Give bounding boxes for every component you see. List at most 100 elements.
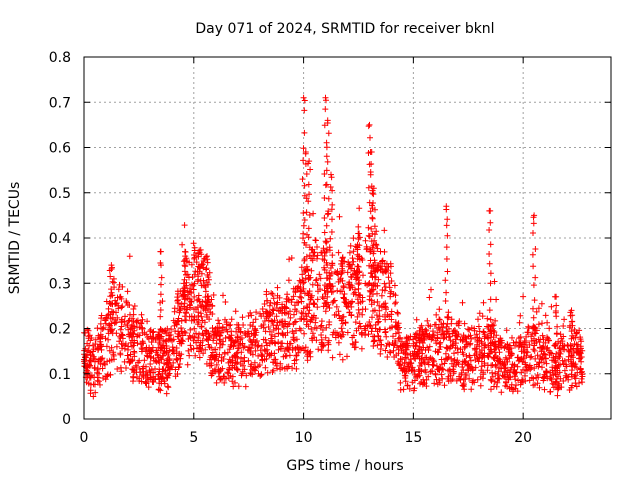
data-point: [323, 144, 330, 151]
data-point: [473, 345, 480, 352]
data-point: [294, 299, 300, 306]
data-point: [209, 311, 216, 317]
data-point: [493, 296, 500, 303]
data-point: [474, 376, 481, 383]
data-point: [204, 253, 210, 260]
data-point: [160, 366, 167, 373]
data-point: [110, 352, 117, 359]
data-point: [527, 354, 534, 361]
y-tick-label: 0.7: [49, 95, 71, 111]
data-point: [182, 317, 189, 323]
data-point: [303, 209, 310, 216]
data-point: [489, 373, 496, 380]
data-point: [508, 352, 515, 359]
data-point: [82, 330, 89, 336]
data-point: [374, 245, 381, 252]
data-point: [492, 370, 499, 377]
data-point: [410, 336, 416, 343]
data-point: [131, 369, 137, 376]
data-point: [310, 210, 317, 217]
data-point: [185, 347, 192, 354]
data-point: [461, 344, 468, 351]
data-point: [323, 324, 330, 331]
data-point: [322, 106, 329, 113]
data-point: [200, 350, 207, 357]
data-point: [282, 332, 289, 339]
data-point: [85, 333, 92, 340]
data-point: [550, 384, 557, 391]
data-point: [340, 283, 347, 290]
data-point: [169, 337, 176, 344]
data-point: [340, 295, 347, 302]
data-point: [296, 277, 303, 284]
data-point: [373, 312, 380, 319]
data-point: [256, 362, 263, 368]
data-point: [264, 369, 271, 376]
data-point: [126, 331, 133, 338]
data-point: [412, 343, 419, 350]
data-point: [556, 380, 563, 387]
data-point: [249, 351, 256, 358]
data-point: [443, 203, 450, 210]
data-point: [157, 307, 164, 313]
data-point: [306, 252, 313, 259]
data-point: [324, 117, 331, 124]
data-point: [119, 303, 126, 310]
data-point: [191, 271, 198, 278]
data-point: [208, 332, 214, 339]
data-point: [232, 308, 239, 315]
data-point: [379, 287, 386, 293]
data-point: [201, 282, 208, 289]
data-point: [579, 371, 586, 378]
data-point: [286, 256, 293, 263]
data-point: [509, 388, 516, 395]
data-point: [445, 309, 452, 316]
data-point: [530, 382, 537, 389]
data-point: [496, 375, 503, 382]
data-point: [121, 358, 128, 365]
data-point: [158, 356, 165, 363]
data-point: [355, 230, 362, 237]
data-point: [465, 367, 472, 374]
data-point: [286, 352, 293, 359]
data-point: [479, 353, 486, 360]
data-point: [552, 342, 559, 348]
data-point: [392, 299, 399, 306]
data-point: [202, 254, 209, 260]
data-point: [157, 347, 164, 354]
data-point: [359, 331, 365, 338]
data-point: [431, 358, 437, 365]
data-point: [487, 280, 494, 287]
data-point: [293, 336, 300, 343]
data-point: [373, 228, 380, 235]
data-point: [252, 367, 259, 374]
data-point: [338, 325, 345, 332]
data-point: [245, 313, 252, 319]
data-point: [558, 335, 565, 342]
data-point: [260, 310, 267, 317]
data-point: [320, 295, 327, 302]
data-point: [141, 357, 148, 364]
data-point: [339, 267, 346, 274]
data-point: [506, 369, 513, 376]
data-point: [196, 331, 202, 338]
data-point: [387, 290, 394, 297]
data-point: [475, 323, 482, 330]
data-point: [358, 345, 365, 352]
data-point: [304, 266, 311, 273]
data-point: [443, 256, 450, 262]
data-point: [368, 328, 375, 335]
data-point: [124, 352, 131, 359]
data-point: [213, 351, 220, 358]
data-point: [144, 371, 151, 378]
data-point: [367, 169, 374, 175]
data-point: [192, 352, 199, 359]
y-tick-labels: 0 0.1 0.2 0.3 0.4 0.5 0.6 0.7 0.8: [49, 50, 71, 428]
data-point: [286, 320, 293, 327]
data-point: [444, 216, 451, 223]
data-point: [326, 305, 333, 311]
data-point: [444, 232, 451, 239]
data-point: [561, 358, 568, 364]
data-point: [370, 191, 377, 198]
